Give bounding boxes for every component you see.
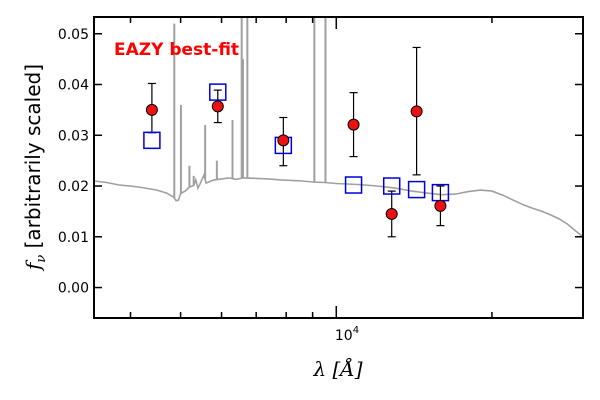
x-axis-label: λ [Å] bbox=[312, 356, 362, 381]
model-fluxes bbox=[143, 83, 450, 202]
model-point-5 bbox=[407, 180, 426, 199]
observed-point-1 bbox=[211, 100, 224, 113]
observed-point-4 bbox=[385, 207, 398, 220]
template-spectrum-line bbox=[94, 172, 583, 238]
y-tick-label: 0.03 bbox=[58, 128, 89, 144]
x-tick-label-exponent: 4 bbox=[353, 325, 359, 336]
observed-point-3 bbox=[347, 118, 360, 131]
y-tick-label: 0.02 bbox=[58, 179, 89, 195]
x-tick-label-base: 10 bbox=[335, 328, 353, 344]
y-tick-label: 0.04 bbox=[58, 78, 89, 94]
y-tick-label: 0.01 bbox=[58, 230, 89, 246]
errorbars bbox=[147, 46, 445, 238]
x-tick-label-1e4: 104 bbox=[335, 325, 359, 344]
y-tick-label: 0.00 bbox=[58, 281, 89, 297]
plot-frame bbox=[93, 16, 584, 319]
y-axis: 0.00 0.01 0.02 0.03 0.04 0.05 bbox=[58, 27, 583, 297]
x-axis bbox=[129, 17, 493, 318]
observed-point-6 bbox=[434, 199, 447, 212]
model-point-1 bbox=[209, 83, 227, 101]
emission-lines bbox=[173, 17, 327, 198]
y-axis-label: fν [arbitrarily scaled] bbox=[21, 64, 49, 272]
plot-area bbox=[94, 17, 583, 238]
model-point-4 bbox=[382, 177, 401, 195]
svg-text:fν [arbitrarily scaled]: fν [arbitrarily scaled] bbox=[21, 64, 49, 272]
observed-fluxes bbox=[145, 100, 447, 220]
model-point-3 bbox=[344, 176, 363, 194]
eazy-annotation: EAZY best-fit bbox=[114, 40, 239, 60]
observed-point-5 bbox=[410, 105, 423, 118]
observed-point-0 bbox=[145, 103, 158, 116]
y-tick-label: 0.05 bbox=[58, 27, 89, 43]
observed-point-2 bbox=[277, 134, 290, 147]
model-point-0 bbox=[143, 131, 161, 150]
